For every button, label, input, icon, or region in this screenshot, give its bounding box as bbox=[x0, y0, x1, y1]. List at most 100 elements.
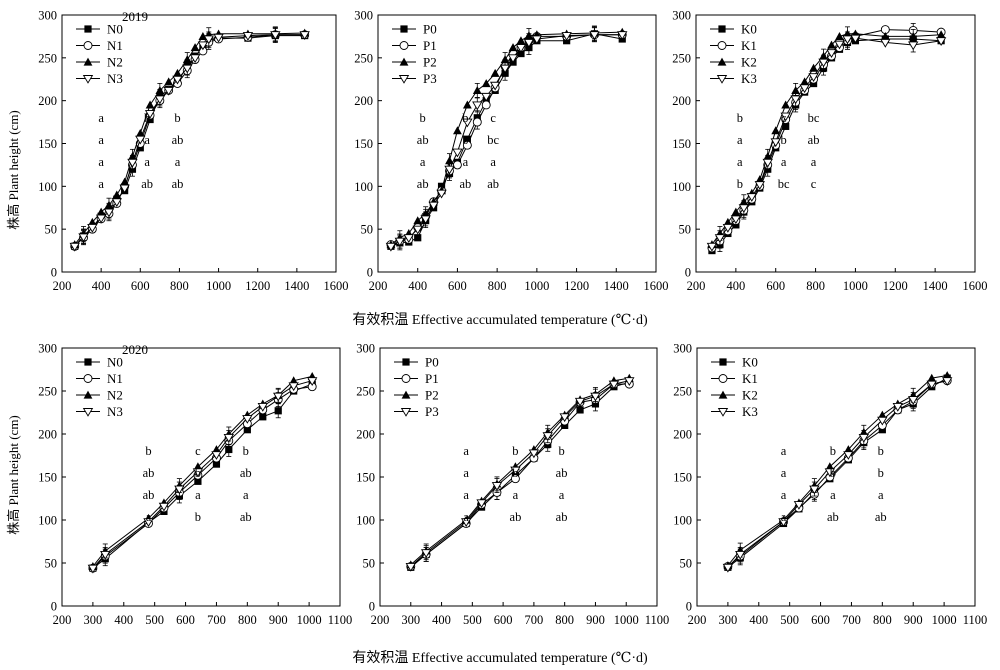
significance-letter: a bbox=[146, 510, 152, 524]
y-tick-label: 100 bbox=[38, 514, 57, 528]
series-N3 bbox=[87, 377, 318, 574]
data-point-N2 bbox=[190, 43, 200, 52]
legend-label-P2: P2 bbox=[425, 388, 439, 403]
legend-label-N2: N2 bbox=[107, 388, 123, 403]
data-point-N3 bbox=[242, 415, 253, 424]
significance-letter: ab bbox=[143, 488, 155, 502]
significance-letter: b bbox=[830, 466, 836, 480]
y-tick-label: 150 bbox=[38, 137, 57, 151]
series-P0 bbox=[407, 378, 633, 571]
x-tick-label: 1100 bbox=[645, 613, 670, 627]
data-point-P3 bbox=[452, 148, 463, 158]
data-point-K2 bbox=[800, 77, 810, 86]
significance-letter: b bbox=[145, 444, 151, 458]
data-point-P2 bbox=[508, 43, 518, 52]
y-tick-label: 300 bbox=[673, 342, 692, 356]
significance-letter: a bbox=[98, 155, 104, 169]
legend-marker-N1 bbox=[83, 41, 93, 50]
y-tick-label: 250 bbox=[672, 51, 691, 65]
data-point-K3 bbox=[834, 40, 845, 50]
significance-letter: a bbox=[243, 488, 249, 502]
data-point-P3 bbox=[528, 449, 540, 459]
data-point-P3 bbox=[481, 92, 492, 102]
data-point-P3 bbox=[624, 377, 635, 386]
data-point-N3 bbox=[135, 135, 146, 145]
data-point-K3 bbox=[735, 550, 746, 560]
data-point-K3 bbox=[808, 73, 819, 82]
data-point-K2 bbox=[880, 32, 890, 41]
legend-marker-K2 bbox=[718, 390, 728, 399]
legend-marker-P3 bbox=[398, 75, 410, 84]
data-point-K0 bbox=[782, 122, 790, 130]
x-tick-label: 400 bbox=[432, 613, 451, 627]
data-point-K2 bbox=[723, 217, 733, 226]
data-point-N2 bbox=[173, 68, 182, 77]
significance-letter: b bbox=[830, 444, 836, 458]
chart-panel-5: 200 300 400 500 600 700 800 900 1000 1100 0 50 100 15… bbox=[356, 342, 669, 628]
legend-marker-P1 bbox=[401, 374, 411, 383]
y-tick-label: 250 bbox=[673, 385, 692, 399]
data-point-P1 bbox=[472, 117, 482, 127]
legend-marker-K2 bbox=[717, 57, 727, 66]
data-point-P1 bbox=[462, 140, 472, 150]
year-label: 2019 bbox=[122, 9, 148, 24]
x-axis-label-bottom: 有效积温 Effective accumulated temperature (… bbox=[352, 650, 648, 666]
significance-letter: a bbox=[98, 177, 104, 191]
year-label: 2020 bbox=[122, 342, 148, 357]
significance-letter: ab bbox=[240, 510, 252, 524]
data-point-N3 bbox=[143, 518, 154, 528]
significance-letter: b bbox=[781, 133, 787, 147]
x-tick-label: 300 bbox=[719, 613, 738, 627]
data-point-P3 bbox=[462, 118, 473, 128]
significance-letter: a bbox=[781, 155, 787, 169]
y-tick-label: 50 bbox=[45, 557, 58, 571]
significance-letter: ab bbox=[808, 133, 820, 147]
chart-panel-1: 200 400 600 800 1000 1200 1400 1600 0 50 100 150 200… bbox=[38, 9, 348, 294]
data-point-P3 bbox=[590, 392, 601, 402]
data-point-K2 bbox=[809, 63, 818, 72]
data-point-P1 bbox=[452, 160, 462, 170]
data-point-P2 bbox=[481, 79, 491, 88]
y-tick-label: 150 bbox=[38, 471, 57, 485]
data-point-N0 bbox=[194, 477, 202, 485]
legend-marker-P0 bbox=[402, 358, 410, 366]
data-point-K3 bbox=[858, 433, 869, 443]
x-tick-label: 900 bbox=[269, 613, 288, 627]
x-tick-label: 800 bbox=[488, 279, 507, 293]
data-point-K3 bbox=[780, 112, 791, 122]
data-point-P3 bbox=[472, 101, 483, 111]
significance-letter: ab bbox=[556, 466, 568, 480]
significance-letter: c bbox=[811, 177, 817, 191]
significance-letter: a bbox=[420, 155, 426, 169]
legend-label-P3: P3 bbox=[423, 71, 437, 86]
data-point-N3 bbox=[111, 198, 122, 208]
x-tick-label: 200 bbox=[53, 279, 72, 293]
data-point-K3 bbox=[738, 204, 750, 214]
x-tick-label: 800 bbox=[555, 613, 574, 627]
y-tick-label: 300 bbox=[356, 342, 375, 356]
x-tick-label: 1200 bbox=[245, 279, 270, 293]
legend-label-K3: K3 bbox=[741, 71, 757, 86]
x-tick-label: 600 bbox=[131, 279, 150, 293]
data-point-N3 bbox=[144, 110, 156, 119]
x-tick-label: 500 bbox=[145, 613, 164, 627]
data-point-P2 bbox=[453, 126, 462, 135]
y-tick-label: 300 bbox=[38, 9, 57, 23]
data-point-P3 bbox=[523, 38, 535, 48]
data-point-N3 bbox=[119, 184, 130, 194]
y-axis-label-bottom: 株高 Plant height (cm) bbox=[6, 415, 21, 535]
x-tick-label: 1600 bbox=[324, 279, 349, 293]
x-tick-label: 1600 bbox=[963, 279, 988, 293]
data-point-N3 bbox=[197, 41, 209, 51]
data-point-N3 bbox=[87, 564, 99, 574]
data-point-N3 bbox=[288, 382, 299, 392]
x-tick-label: 1400 bbox=[604, 279, 629, 293]
y-tick-label: 0 bbox=[51, 600, 57, 614]
data-point-K3 bbox=[722, 224, 734, 233]
significance-letter: a bbox=[195, 488, 201, 502]
legend-marker-K3 bbox=[717, 408, 729, 417]
x-tick-label: 600 bbox=[811, 613, 830, 627]
legend-marker-K1 bbox=[718, 374, 728, 383]
significance-letter: c bbox=[490, 111, 496, 125]
